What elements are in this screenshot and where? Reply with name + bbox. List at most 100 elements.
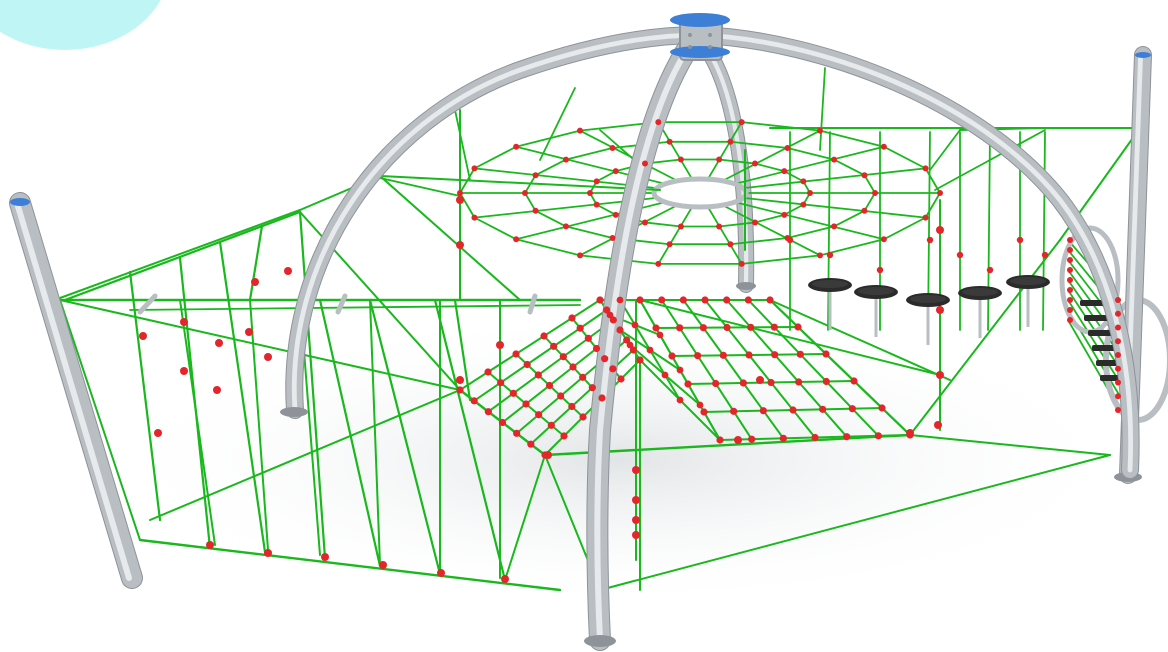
connector bbox=[1115, 365, 1121, 372]
rope bbox=[534, 209, 567, 228]
connector bbox=[756, 376, 764, 384]
connector bbox=[1041, 251, 1049, 259]
connector bbox=[264, 549, 272, 557]
connector bbox=[679, 296, 687, 304]
connector bbox=[498, 418, 507, 427]
connector bbox=[1115, 352, 1121, 358]
connector bbox=[513, 143, 520, 150]
rope bbox=[129, 304, 581, 311]
rope bbox=[741, 196, 927, 219]
connector bbox=[880, 143, 887, 150]
rope bbox=[218, 240, 267, 554]
connector bbox=[550, 342, 558, 350]
rope bbox=[721, 129, 821, 182]
spreader bbox=[137, 293, 158, 315]
rope bbox=[487, 319, 615, 413]
disc-top bbox=[858, 287, 894, 295]
connector bbox=[861, 172, 868, 179]
rope bbox=[59, 299, 461, 391]
connector bbox=[807, 190, 813, 196]
rope bbox=[741, 167, 927, 190]
connector bbox=[632, 466, 640, 474]
connector bbox=[666, 241, 673, 248]
connector bbox=[699, 324, 707, 332]
connector bbox=[501, 575, 509, 583]
connector bbox=[603, 306, 611, 314]
connector bbox=[154, 429, 162, 437]
connector bbox=[716, 436, 724, 444]
connector bbox=[752, 219, 758, 226]
connector bbox=[284, 267, 292, 275]
rope bbox=[379, 177, 461, 197]
rope bbox=[725, 299, 848, 438]
connector bbox=[527, 440, 535, 448]
rope bbox=[882, 145, 927, 170]
rope bbox=[754, 213, 786, 224]
connector bbox=[522, 400, 530, 408]
connector bbox=[535, 411, 543, 419]
connector bbox=[739, 379, 747, 387]
connector bbox=[861, 207, 868, 214]
connector bbox=[617, 375, 625, 383]
spreader bbox=[335, 293, 348, 315]
connector bbox=[596, 296, 604, 304]
connector bbox=[822, 350, 830, 358]
connector bbox=[588, 384, 596, 392]
connector bbox=[568, 402, 576, 411]
connector bbox=[658, 296, 666, 304]
rope bbox=[729, 237, 789, 246]
connector bbox=[727, 241, 734, 248]
rope bbox=[298, 210, 327, 560]
connector bbox=[631, 321, 639, 329]
connector bbox=[545, 381, 554, 390]
connector bbox=[636, 296, 644, 304]
connector bbox=[1067, 317, 1073, 323]
connector bbox=[484, 368, 492, 376]
spreader bbox=[527, 293, 538, 315]
connector bbox=[1067, 297, 1073, 303]
hub-bolt bbox=[708, 33, 712, 37]
connector bbox=[831, 156, 838, 163]
rope bbox=[747, 299, 880, 437]
connector bbox=[632, 496, 640, 504]
connector bbox=[922, 165, 929, 172]
connector bbox=[937, 190, 943, 196]
connector bbox=[544, 451, 552, 459]
connector bbox=[612, 168, 619, 175]
connector bbox=[1067, 247, 1073, 253]
connector bbox=[593, 201, 600, 208]
connector bbox=[723, 296, 731, 304]
rope bbox=[565, 147, 614, 161]
post-cap bbox=[10, 198, 30, 206]
disc-top bbox=[1010, 277, 1046, 285]
connector bbox=[601, 355, 609, 363]
connector bbox=[456, 196, 464, 204]
rope bbox=[819, 67, 826, 151]
connector bbox=[592, 344, 601, 353]
connector bbox=[251, 278, 259, 286]
connector bbox=[677, 156, 684, 163]
center-ring bbox=[651, 176, 749, 210]
connector bbox=[1016, 236, 1024, 244]
rope bbox=[833, 209, 866, 228]
connector bbox=[264, 353, 272, 361]
connector bbox=[540, 332, 548, 340]
rope bbox=[369, 299, 381, 566]
rope bbox=[473, 145, 518, 170]
connector bbox=[484, 408, 492, 416]
connector bbox=[748, 435, 756, 443]
connector bbox=[781, 168, 788, 175]
connector bbox=[456, 241, 464, 249]
rope bbox=[459, 299, 601, 391]
hub-cap bbox=[670, 46, 730, 58]
right-arch-highlight bbox=[697, 32, 1133, 473]
back-arch-foot bbox=[736, 282, 756, 290]
rope bbox=[59, 299, 141, 541]
connector bbox=[652, 324, 660, 332]
connector bbox=[831, 223, 838, 230]
connector bbox=[512, 350, 520, 358]
connector bbox=[1115, 379, 1121, 386]
rope bbox=[454, 109, 471, 181]
connector bbox=[822, 377, 830, 386]
connector bbox=[379, 561, 387, 569]
